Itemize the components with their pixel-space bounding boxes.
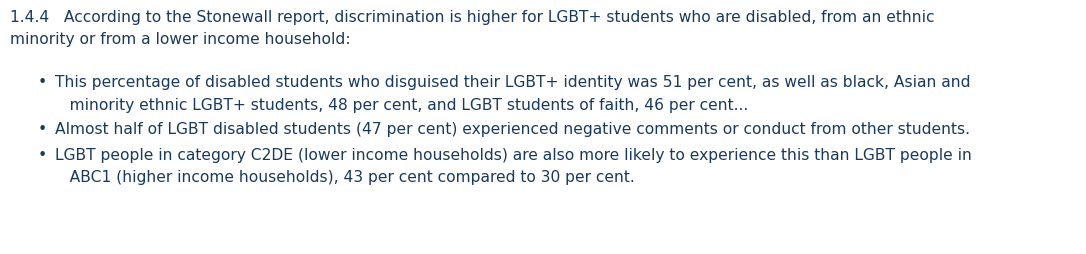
Text: •: • xyxy=(38,75,48,90)
Text: •: • xyxy=(38,147,48,162)
Text: •: • xyxy=(38,121,48,136)
Text: This percentage of disabled students who disguised their LGBT+ identity was 51 p: This percentage of disabled students who… xyxy=(55,75,971,90)
Text: Almost half of LGBT disabled students (47 per cent) experienced negative comment: Almost half of LGBT disabled students (4… xyxy=(55,121,970,136)
Text: minority or from a lower income household:: minority or from a lower income househol… xyxy=(10,32,351,47)
Text: 1.4.4   According to the Stonewall report, discrimination is higher for LGBT+ st: 1.4.4 According to the Stonewall report,… xyxy=(10,10,934,25)
Text: LGBT people in category C2DE (lower income households) are also more likely to e: LGBT people in category C2DE (lower inco… xyxy=(55,147,972,162)
Text: ABC1 (higher income households), 43 per cent compared to 30 per cent.: ABC1 (higher income households), 43 per … xyxy=(55,169,634,184)
Text: minority ethnic LGBT+ students, 48 per cent, and LGBT students of faith, 46 per : minority ethnic LGBT+ students, 48 per c… xyxy=(55,98,748,113)
